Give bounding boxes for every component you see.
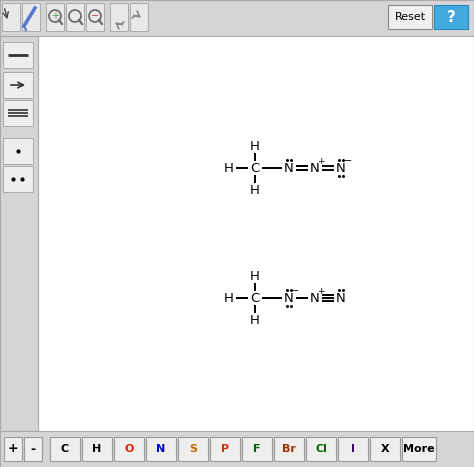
Text: N: N: [336, 162, 346, 175]
Text: Reset: Reset: [394, 12, 426, 22]
Text: −: −: [291, 286, 299, 296]
Bar: [66, 3, 84, 31]
Text: Br: Br: [282, 444, 296, 454]
Text: H: H: [250, 184, 260, 197]
Bar: [24, 437, 42, 461]
Text: O: O: [124, 444, 134, 454]
Text: +: +: [51, 11, 59, 21]
Bar: [338, 437, 368, 461]
Bar: [3, 100, 33, 126]
Bar: [210, 437, 240, 461]
Text: F: F: [253, 444, 261, 454]
Bar: [3, 166, 33, 192]
Text: N: N: [156, 444, 165, 454]
Bar: [130, 3, 148, 31]
Bar: [86, 3, 104, 31]
Bar: [4, 437, 22, 461]
Bar: [306, 437, 336, 461]
Bar: [274, 437, 304, 461]
Bar: [388, 5, 432, 29]
Text: H: H: [250, 269, 260, 283]
Bar: [434, 5, 468, 29]
Bar: [242, 437, 272, 461]
Text: N: N: [310, 162, 320, 175]
Text: H: H: [250, 140, 260, 153]
Text: N: N: [284, 162, 294, 175]
Bar: [114, 437, 144, 461]
Bar: [178, 437, 208, 461]
Bar: [46, 3, 64, 31]
Text: +: +: [317, 156, 325, 165]
Bar: [0, 36, 38, 431]
Text: +: +: [8, 443, 18, 455]
Text: H: H: [224, 162, 234, 175]
Text: I: I: [351, 444, 355, 454]
Text: -: -: [30, 443, 36, 455]
Bar: [0, 0, 474, 36]
Bar: [146, 437, 176, 461]
Text: C: C: [250, 291, 260, 304]
Text: N: N: [310, 291, 320, 304]
Bar: [402, 437, 436, 461]
Bar: [50, 437, 80, 461]
Text: C: C: [61, 444, 69, 454]
Text: More: More: [403, 444, 435, 454]
Text: −: −: [344, 156, 352, 166]
Bar: [22, 3, 40, 31]
Bar: [0, 431, 474, 467]
Text: P: P: [221, 444, 229, 454]
Bar: [3, 72, 33, 98]
Bar: [3, 42, 33, 68]
Text: C: C: [250, 162, 260, 175]
Text: H: H: [224, 291, 234, 304]
Text: ?: ?: [447, 9, 456, 24]
Bar: [38, 36, 474, 431]
Text: −: −: [91, 11, 99, 21]
Text: H: H: [250, 313, 260, 326]
Bar: [370, 437, 400, 461]
Text: N: N: [284, 291, 294, 304]
Bar: [2, 3, 20, 31]
Bar: [110, 3, 128, 31]
Text: N: N: [336, 291, 346, 304]
Text: +: +: [317, 286, 325, 296]
Text: H: H: [92, 444, 101, 454]
Text: S: S: [189, 444, 197, 454]
Text: X: X: [381, 444, 389, 454]
Text: Cl: Cl: [315, 444, 327, 454]
Bar: [3, 138, 33, 164]
Bar: [82, 437, 112, 461]
